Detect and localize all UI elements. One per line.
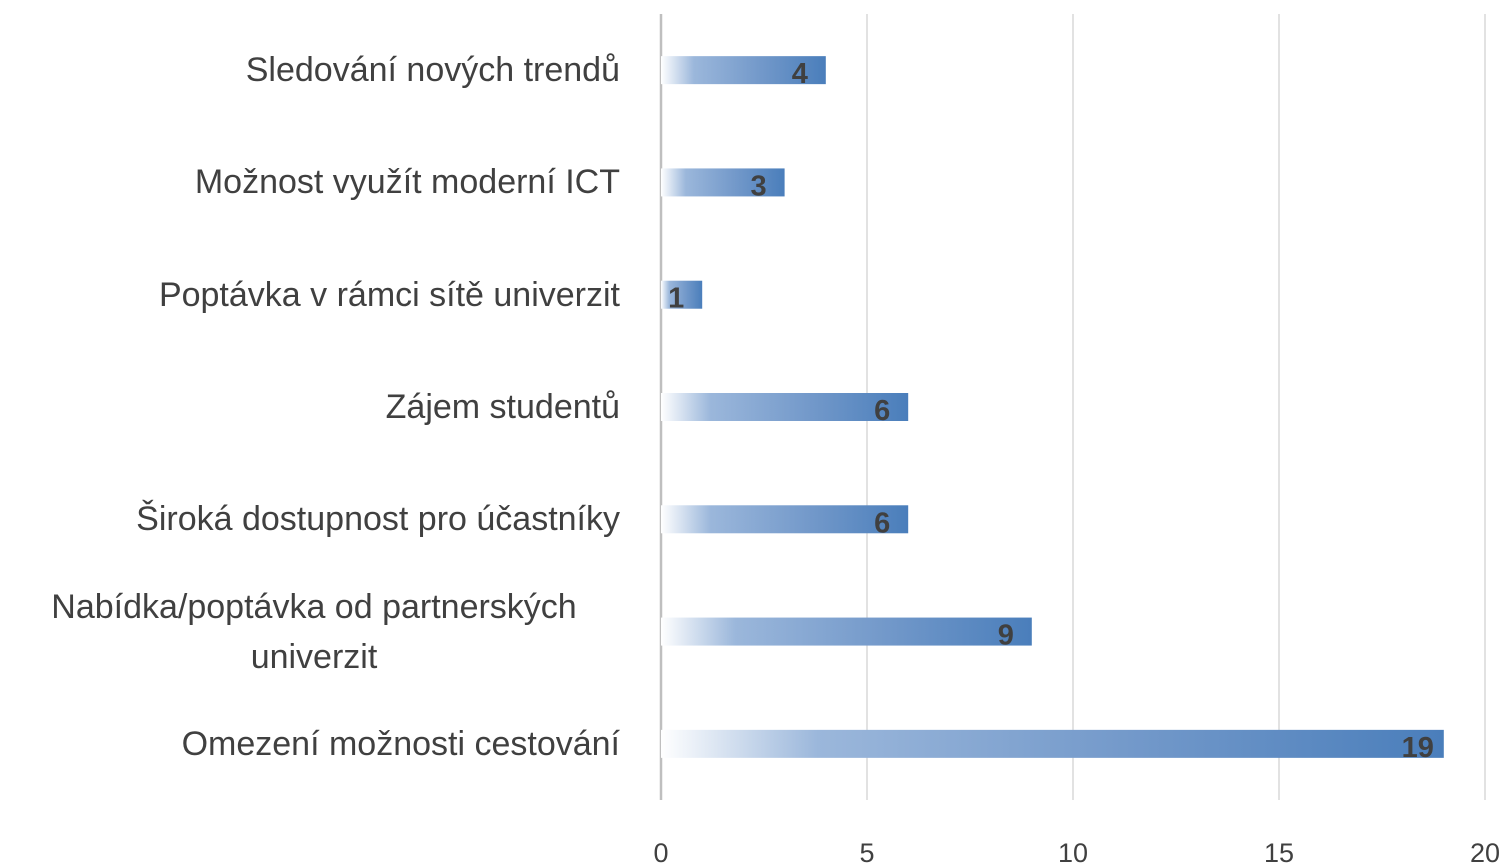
x-tick-label: 10 — [1058, 838, 1088, 868]
x-tick-label: 20 — [1470, 838, 1500, 868]
y-tick-label: Široká dostupnost pro účastníky — [136, 500, 620, 539]
data-label: 6 — [874, 395, 890, 427]
bar — [661, 729, 1444, 758]
data-label: 1 — [668, 283, 684, 315]
data-label: 4 — [792, 58, 808, 90]
y-tick-label: Sledování nových trendů — [245, 51, 620, 90]
y-tick-label: Zájem studentů — [385, 388, 620, 426]
x-tick-label: 5 — [859, 838, 874, 868]
data-label: 6 — [874, 507, 890, 539]
bar — [661, 280, 703, 309]
bar — [661, 168, 785, 197]
bar — [661, 617, 1032, 646]
x-tick-label: 15 — [1264, 838, 1294, 868]
bar — [661, 505, 909, 534]
x-tick-label: 0 — [653, 838, 668, 868]
data-label: 9 — [998, 620, 1014, 652]
data-label: 3 — [751, 170, 767, 202]
y-tick-label: Omezení možnosti cestování — [181, 724, 620, 763]
data-label: 19 — [1402, 732, 1434, 764]
y-tick-label: Poptávka v rámci sítě univerzit — [158, 275, 620, 314]
bar — [661, 393, 909, 421]
y-tick-label: Možnost využít moderní ICT — [194, 163, 620, 202]
y-tick-label: Nabídka/poptávka od partnerských univerz… — [51, 587, 577, 676]
bar — [661, 56, 826, 85]
